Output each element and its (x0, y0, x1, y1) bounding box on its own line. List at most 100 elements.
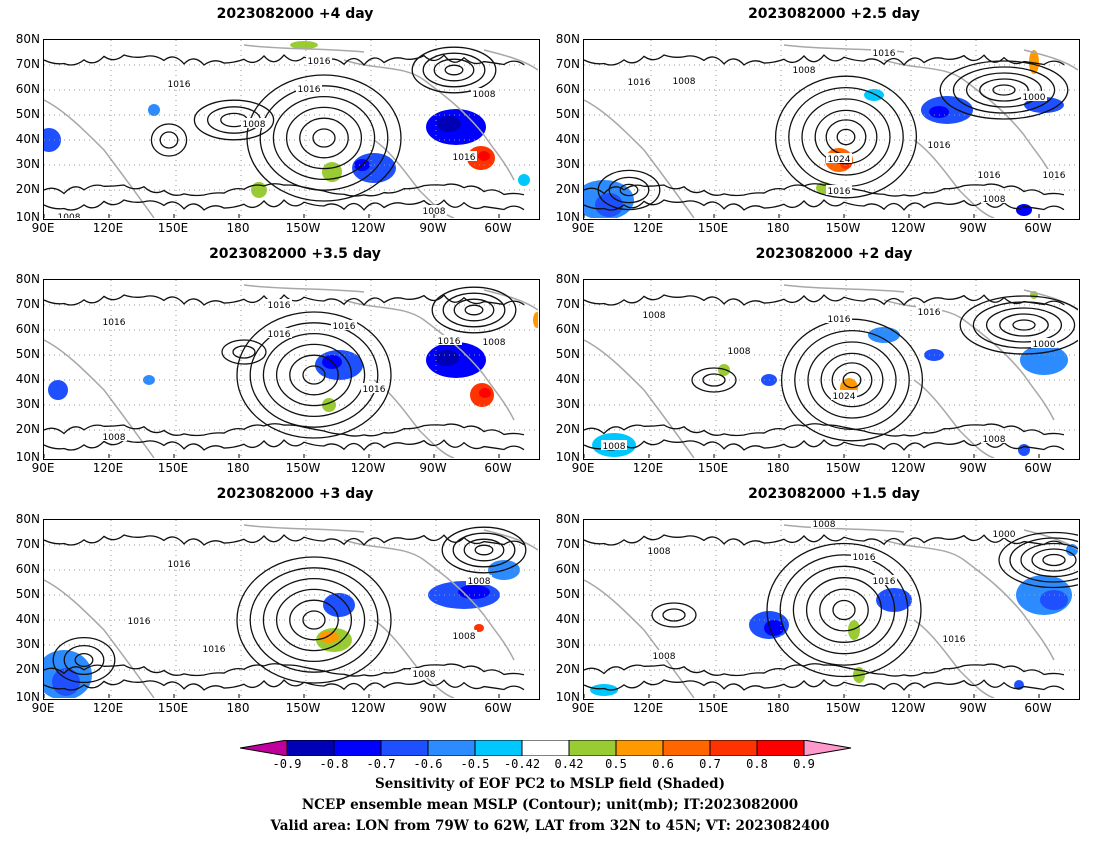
contour-label-bg (451, 151, 477, 161)
mslp-contour (44, 679, 525, 691)
contour-label-bg (421, 205, 447, 215)
contour-label: 1016 (363, 385, 386, 395)
mslp-contour (63, 644, 105, 676)
mslp-contour (44, 423, 525, 437)
contour-label: 1016 (928, 141, 951, 151)
mslp-contour (44, 534, 525, 546)
mslp-contour (820, 352, 884, 408)
caption-line-2: NCEP ensemble mean MSLP (Contour); unit(… (301, 797, 799, 813)
lon-tick-label: 150E (697, 701, 729, 715)
mslp-contour (411, 46, 497, 94)
lon-tick-label: 60W (1024, 701, 1052, 715)
lat-tick-label: 20N (555, 662, 580, 676)
mslp-contour (584, 679, 1065, 691)
mslp-contour (249, 322, 379, 428)
caption-line-1: Sensitivity of EOF PC2 to MSLP field (Sh… (374, 776, 726, 792)
contour-label: 1016 (918, 308, 941, 318)
lat-tick-label: 70N (555, 297, 580, 311)
map-canvas: 1008 1016 1016 1008 1000 1024 1008 1008 (584, 280, 1078, 458)
lat-tick-label: 80N (15, 272, 40, 286)
coastline (883, 539, 1055, 661)
contour-label-bg (436, 335, 462, 345)
sensitivity-shading (1029, 50, 1039, 74)
contour-label-bg (791, 64, 817, 74)
contour-label: 1008 (468, 577, 491, 587)
mslp-contour (433, 58, 475, 82)
contour-label: 1016 (438, 337, 461, 347)
sensitivity-shading (323, 593, 355, 617)
lon-tick-label: 120E (632, 221, 664, 235)
mslp-contour (819, 588, 869, 632)
contour-label-bg (306, 55, 332, 65)
contour-label: 1008 (243, 120, 266, 130)
lat-tick-label: 60N (555, 322, 580, 336)
lat-tick-label: 20N (15, 662, 40, 676)
lon-tick-label: 90E (571, 701, 595, 715)
lon-tick-label: 150W (285, 221, 321, 235)
contour-label-bg (481, 336, 507, 346)
mslp-contour (289, 599, 339, 641)
contour-label-bg (726, 345, 752, 355)
lon-tick-label: 120W (890, 461, 926, 475)
coastline (483, 289, 538, 311)
lon-tick-label: 90E (31, 221, 55, 235)
contour-label: 1008 (423, 207, 446, 217)
contour-label-bg (201, 643, 227, 653)
contour-label: 1000 (1023, 93, 1046, 103)
lat-tick-label: 20N (555, 182, 580, 196)
contour-label: 1008 (983, 435, 1006, 445)
colorbar-segment (333, 740, 382, 756)
mslp-contour (584, 663, 1065, 677)
contour-label: 1016 (168, 80, 191, 90)
mslp-contour (275, 588, 353, 652)
lon-tick-label: 60W (484, 221, 512, 235)
mslp-contour (422, 52, 486, 88)
mslp-contour (662, 608, 686, 622)
mslp-contour (965, 72, 1043, 108)
mslp-contour (236, 311, 392, 439)
colorbar-tick-label: -0.7 (366, 757, 396, 771)
colorbar-arrow (803, 740, 852, 756)
contour-label: 1016 (628, 78, 651, 88)
coastline (783, 524, 905, 533)
contour-label: 1008 (648, 547, 671, 557)
contour-label-bg (926, 139, 952, 149)
map-panel: 1016 1016 1016 1016 1008 1016 1016 1008 (43, 279, 540, 460)
sensitivity-shading (718, 364, 730, 376)
lon-tick-label: 60W (1024, 221, 1052, 235)
mslp-contour (44, 294, 525, 306)
contour-label: 1008 (793, 66, 816, 76)
colorbar-segment (709, 740, 758, 756)
sensitivity-shading (478, 151, 490, 161)
lon-tick-label: 90W (419, 701, 447, 715)
colorbar-arrow (240, 740, 288, 756)
coastline (883, 59, 1055, 181)
coastline (584, 579, 695, 698)
contour-label: 1008 (643, 311, 666, 321)
map-canvas: 1016 1016 1016 1016 1008 1016 1016 1008 (44, 280, 538, 458)
contour-label-bg (851, 551, 877, 561)
contour-label-bg (991, 528, 1017, 538)
lat-tick-label: 30N (555, 637, 580, 651)
mslp-contour (452, 532, 516, 568)
coastline (44, 579, 155, 698)
contour-label-bg (241, 118, 267, 128)
contour-label: 1008 (483, 338, 506, 348)
map-panel: 1008 1016 1016 1008 1000 1024 1008 1008 (583, 279, 1080, 460)
contour-label: 1024 (828, 155, 851, 165)
lat-tick-label: 10N (555, 690, 580, 704)
lon-tick-label: 150E (697, 461, 729, 475)
mslp-contour (289, 354, 339, 396)
sensitivity-shading (44, 128, 61, 152)
sensitivity-shading (319, 631, 339, 643)
coastline (913, 139, 995, 218)
contour-label: 1016 (333, 322, 356, 332)
lat-tick-label: 50N (15, 347, 40, 361)
contour-label-bg (331, 320, 357, 330)
mslp-contour (74, 652, 94, 668)
lon-tick-label: 90W (419, 221, 447, 235)
sensitivity-shading (518, 174, 530, 186)
contour-label-bg (166, 78, 192, 88)
lat-tick-label: 40N (15, 372, 40, 386)
lat-tick-label: 10N (15, 690, 40, 704)
